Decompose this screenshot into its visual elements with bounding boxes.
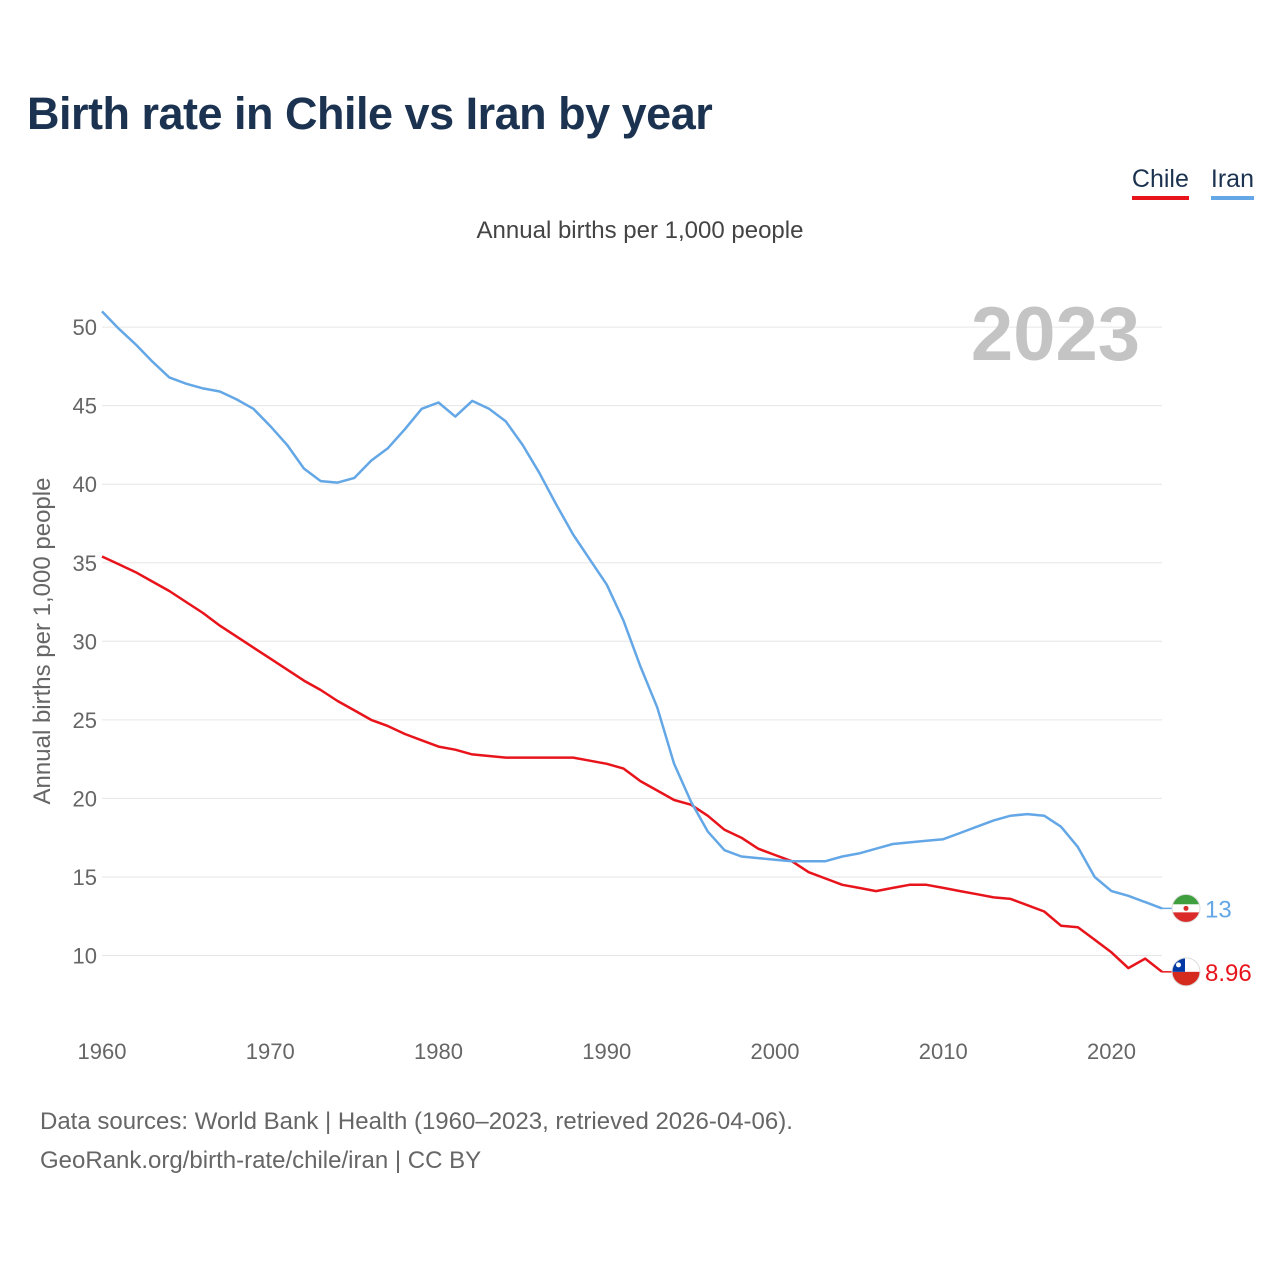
y-tick-label: 50 <box>73 315 97 340</box>
x-tick-label: 1990 <box>582 1039 631 1064</box>
y-tick-label: 45 <box>73 394 97 419</box>
y-tick-label: 10 <box>73 944 97 969</box>
y-tick-label: 20 <box>73 786 97 811</box>
series-line-chile[interactable] <box>101 555 1163 973</box>
year-watermark: 2023 <box>971 292 1140 377</box>
end-value-label-chile: 8.96 <box>1205 960 1252 987</box>
y-axis-ticks: 10 15 20 25 30 35 40 45 50 <box>73 315 97 968</box>
x-tick-label: 1970 <box>246 1039 295 1064</box>
y-tick-label: 30 <box>73 629 97 654</box>
x-tick-label: 2020 <box>1087 1039 1136 1064</box>
series-end-markers: 8.96 13 <box>1162 893 1252 987</box>
series-line-iran[interactable] <box>101 310 1163 910</box>
y-tick-label: 15 <box>73 865 97 890</box>
flag-icon-chile <box>1171 957 1201 987</box>
legend: Chile Iran <box>1131 165 1254 200</box>
legend-item-iran[interactable]: Iran <box>1210 165 1254 200</box>
x-axis-ticks: 1960 1970 1980 1990 2000 2010 2020 <box>78 1039 1136 1064</box>
y-tick-label: 35 <box>73 551 97 576</box>
flag-icon-iran <box>1171 893 1201 923</box>
page-title: Birth rate in Chile vs Iran by year <box>27 88 713 139</box>
end-value-label-iran: 13 <box>1205 896 1232 923</box>
x-tick-label: 1980 <box>414 1039 463 1064</box>
x-tick-label: 2000 <box>751 1039 800 1064</box>
x-tick-label: 1960 <box>78 1039 127 1064</box>
y-tick-label: 40 <box>73 472 97 497</box>
series-lines <box>101 310 1163 973</box>
legend-item-chile[interactable]: Chile <box>1131 165 1189 200</box>
x-tick-label: 2010 <box>919 1039 968 1064</box>
chart-subtitle: Annual births per 1,000 people <box>476 217 804 244</box>
source-link[interactable]: GeoRank.org/birth-rate/chile/iran | CC B… <box>40 1147 482 1174</box>
y-tick-label: 25 <box>73 708 97 733</box>
y-axis-label: Annual births per 1,000 people <box>29 478 56 805</box>
data-source-note: Data sources: World Bank | Health (1960–… <box>40 1108 793 1135</box>
